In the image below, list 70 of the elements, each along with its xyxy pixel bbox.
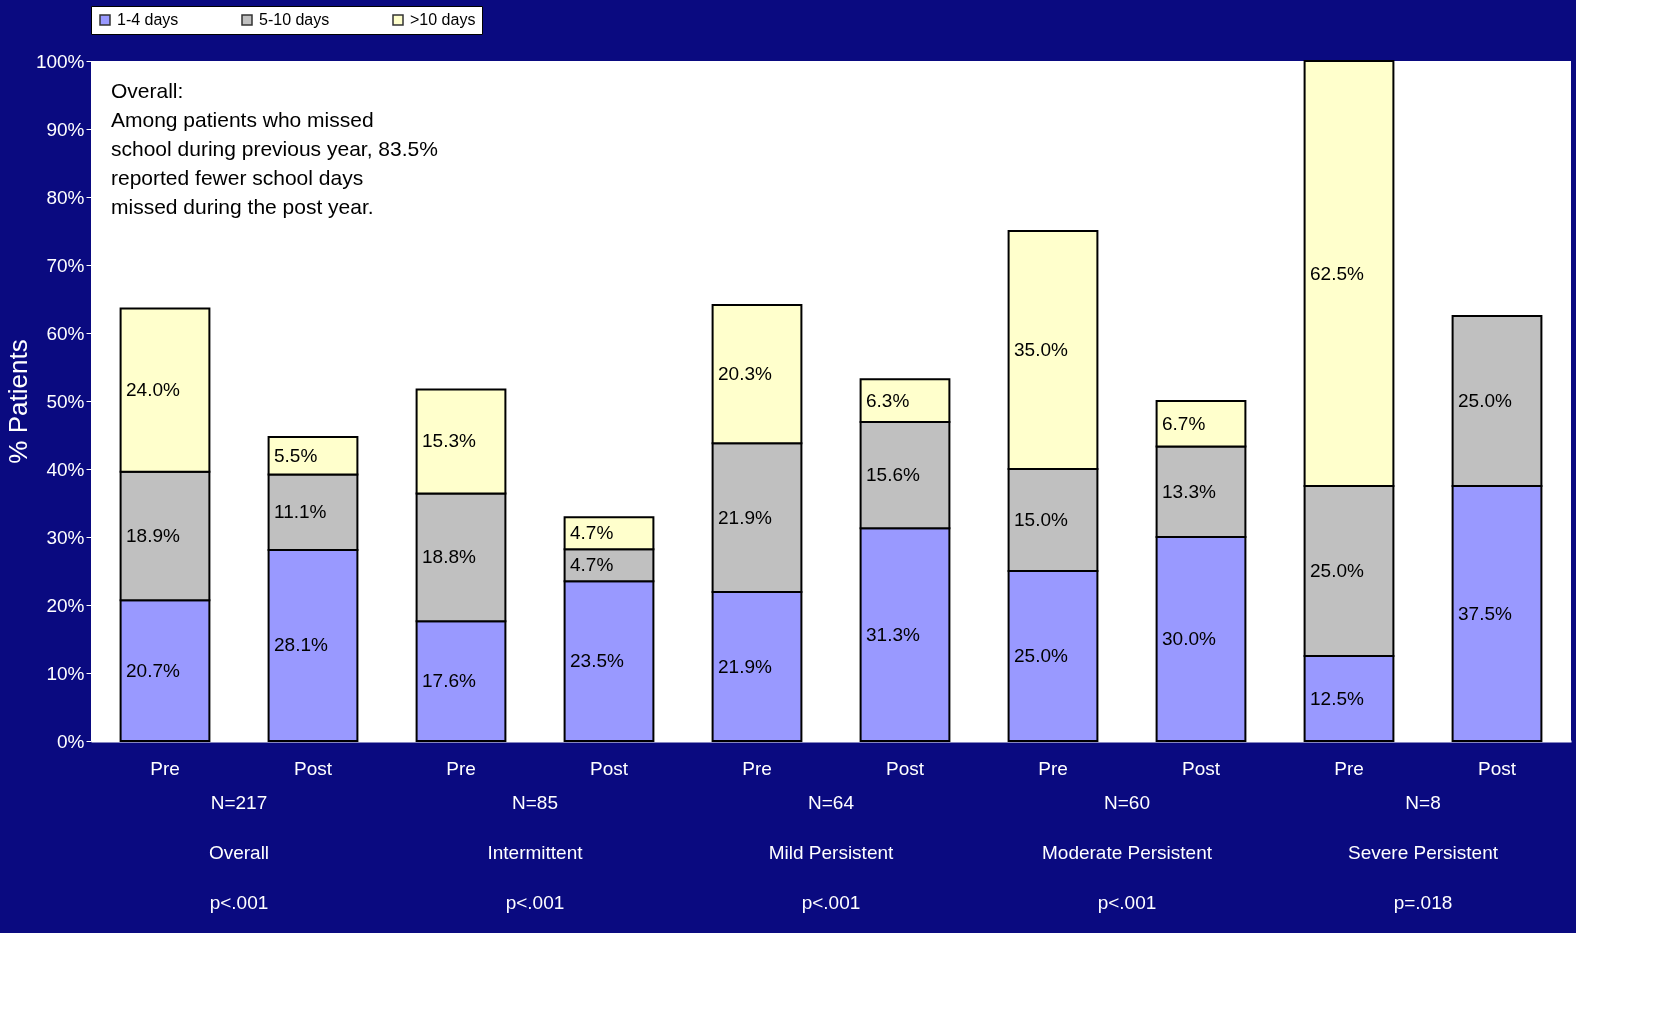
x-tick-label: Post [589, 757, 629, 779]
text: p<.001 [801, 892, 861, 913]
data-label: 6.7% [1162, 412, 1206, 434]
data-label: 17.6% [422, 670, 476, 692]
y-tick-label: 20% [46, 594, 85, 616]
text: Overall [208, 842, 270, 863]
x-tick-label: Pre [446, 757, 476, 779]
text: Moderate Persistent [1041, 842, 1213, 863]
data-label: 21.9% [718, 655, 772, 677]
data-label: 28.1% [274, 634, 328, 656]
data-label: 13.3% [1162, 480, 1216, 502]
y-tick-label: 30% [46, 526, 85, 548]
y-tick-label: 40% [46, 458, 85, 480]
text: p<.001 [1097, 892, 1157, 913]
legend-label: >10 days [410, 11, 476, 28]
x-tick-label: Post [1477, 757, 1517, 779]
data-label: 31.3% [866, 623, 920, 645]
data-label: 18.8% [422, 546, 476, 568]
data-label: 30.0% [1162, 628, 1216, 649]
text: p=.018 [1393, 892, 1453, 913]
data-label: 4.7% [570, 522, 614, 544]
data-label: 11.1% [274, 501, 327, 523]
data-label: 15.3% [422, 430, 476, 452]
data-label: 24.0% [126, 379, 180, 401]
y-axis-title: % Patients [2, 339, 33, 464]
text: p<.001 [505, 892, 565, 913]
y-tick-label: 80% [46, 186, 85, 208]
y-tick-label: 90% [46, 118, 85, 140]
text: N=8 [1405, 792, 1441, 813]
x-tick-label: Post [885, 757, 925, 779]
text: p<.001 [209, 892, 269, 913]
text: N=60 [1104, 792, 1150, 813]
text: Intermittent [487, 842, 584, 863]
data-label: 12.5% [1310, 687, 1364, 709]
data-label: 21.9% [718, 506, 772, 528]
legend-label: 5-10 days [259, 11, 330, 28]
y-tick-label: 60% [46, 322, 85, 344]
data-label: 18.9% [126, 524, 180, 546]
data-label: 62.5% [1310, 262, 1364, 284]
data-label: 20.3% [718, 363, 772, 385]
legend-label: 1-4 days [117, 11, 179, 28]
data-label: 35.0% [1014, 339, 1068, 360]
data-label: 4.7% [570, 554, 614, 576]
y-tick-label: 100% [35, 50, 85, 72]
data-label: 23.5% [570, 650, 624, 672]
data-label: 6.3% [866, 389, 910, 411]
y-tick-label: 0% [57, 730, 85, 752]
data-label: 15.6% [866, 464, 920, 486]
text: Severe Persistent [1348, 842, 1499, 863]
x-tick-label: Pre [1038, 757, 1068, 779]
data-label: 37.5% [1458, 602, 1512, 624]
x-tick-label: Post [1181, 757, 1221, 779]
text: N=85 [512, 792, 558, 813]
y-tick-label: 70% [46, 254, 85, 276]
data-label: 25.0% [1458, 390, 1512, 411]
x-tick-label: Post [293, 757, 333, 779]
data-label: 5.5% [274, 444, 318, 466]
data-label: 25.0% [1014, 645, 1068, 666]
data-label: 20.7% [126, 659, 180, 681]
data-label: 25.0% [1310, 560, 1364, 581]
annotation: Overall: Among patients who missed school during previous year, 83.5% reported fewer school days missed during the post year. [111, 79, 438, 218]
text: N=217 [210, 792, 268, 813]
y-tick-label: 50% [46, 390, 85, 412]
x-tick-label: Pre [1334, 757, 1364, 779]
x-tick-label: Pre [742, 757, 772, 779]
text: N=64 [808, 792, 855, 813]
data-label: 15.0% [1014, 509, 1068, 530]
text: Mild Persistent [768, 842, 895, 863]
y-tick-label: 10% [46, 662, 85, 684]
x-tick-label: Pre [150, 757, 180, 779]
